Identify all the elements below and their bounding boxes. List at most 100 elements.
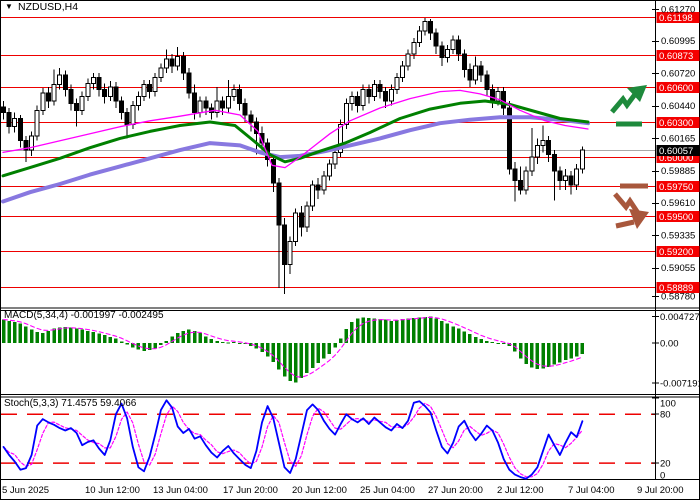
- candle: [495, 91, 501, 102]
- candle: [450, 39, 456, 51]
- svg-text:0.60057: 0.60057: [659, 146, 693, 157]
- macd-bar: [249, 343, 253, 346]
- macd-bar: [440, 320, 444, 343]
- svg-text:0.61198: 0.61198: [659, 13, 693, 24]
- time-axis[interactable]: 5 Jun 2025 10 Jun 12:00 13 Jun 04:00 17 Jun…: [2, 485, 683, 496]
- candle: [147, 84, 153, 93]
- candle: [456, 39, 462, 55]
- candle: [534, 144, 540, 158]
- macd-bar: [428, 316, 433, 343]
- candle: [377, 84, 383, 93]
- price-tag-red: [656, 82, 700, 93]
- macd-bar: [552, 343, 557, 365]
- candle: [276, 182, 282, 226]
- svg-text:0: 0: [660, 471, 665, 482]
- svg-text:0.60995: 0.60995: [661, 36, 695, 47]
- candle: [282, 224, 287, 266]
- macd-bar: [12, 321, 17, 343]
- svg-text:0.59885: 0.59885: [661, 166, 695, 177]
- trend-arrows[interactable]: [610, 85, 649, 229]
- macd-bar: [400, 319, 405, 343]
- svg-text:0.60165: 0.60165: [661, 133, 695, 144]
- moving-averages: [1, 89, 590, 204]
- candle: [343, 102, 349, 125]
- macd-bar: [159, 343, 163, 346]
- macd-bar: [372, 318, 377, 343]
- macd-indicator-label: MACD(5,34,4) -0.001997 -0.002495: [4, 310, 164, 321]
- candle: [529, 156, 535, 172]
- candle: [523, 170, 529, 191]
- candle: [237, 88, 243, 104]
- macd-bar: [322, 343, 326, 359]
- candle: [579, 149, 585, 170]
- candle: [113, 86, 119, 102]
- macd-bar: [232, 341, 236, 343]
- symbol-dropdown-icon[interactable]: ▼: [5, 2, 13, 11]
- candle: [85, 82, 91, 97]
- macd-bar: [97, 333, 101, 343]
- candle: [315, 184, 321, 191]
- macd-bar: [316, 343, 320, 364]
- macd-bar: [277, 343, 281, 370]
- macd-bar: [524, 343, 528, 365]
- svg-text:13 Jun 04:00: 13 Jun 04:00: [153, 485, 208, 496]
- candle: [411, 41, 417, 55]
- trend-down-arrow: [613, 183, 649, 229]
- candle: [34, 109, 40, 137]
- price-tag-red: [656, 12, 700, 23]
- svg-text:0.60873: 0.60873: [659, 51, 693, 62]
- macd-bar: [181, 330, 186, 343]
- candle: [388, 88, 394, 102]
- macd-bar: [462, 331, 467, 343]
- macd-bar: [507, 343, 512, 346]
- macd-bar: [226, 342, 231, 344]
- macd-bar: [108, 336, 113, 343]
- svg-text:0.60440: 0.60440: [661, 101, 695, 112]
- candle: [158, 67, 164, 79]
- macd-bar: [24, 326, 28, 343]
- candle: [546, 140, 552, 156]
- macd-bar: [293, 343, 298, 383]
- macd-bar: [125, 343, 129, 345]
- candle: [96, 77, 102, 90]
- candle: [321, 175, 327, 191]
- price-tag-red: [656, 50, 700, 61]
- svg-text:100: 100: [660, 399, 676, 410]
- candle: [444, 49, 450, 59]
- candle: [310, 184, 316, 207]
- svg-text:5 Jun 2025: 5 Jun 2025: [2, 485, 49, 496]
- svg-text:0.59610: 0.59610: [661, 198, 695, 209]
- macd-bar: [220, 341, 225, 343]
- macd-bar: [355, 318, 360, 343]
- macd-panel: 0.004727 0.00 -0.007191: [1, 312, 700, 389]
- candle: [29, 135, 35, 151]
- macd-bar: [367, 317, 371, 343]
- svg-text:0.59500: 0.59500: [659, 212, 693, 223]
- macd-bar: [473, 336, 478, 343]
- macd-bar: [563, 343, 568, 361]
- candle: [518, 179, 524, 191]
- macd-bar: [541, 343, 545, 369]
- svg-text:80: 80: [660, 410, 671, 421]
- macd-bar: [451, 326, 455, 343]
- candle: [23, 140, 29, 151]
- macd-bar: [327, 343, 332, 355]
- candle: [332, 151, 338, 165]
- candle: [248, 114, 254, 123]
- candle: [68, 88, 74, 104]
- macd-bar: [243, 343, 247, 345]
- macd-bar: [378, 319, 382, 343]
- macd-bar: [147, 343, 152, 351]
- svg-text:0.59335: 0.59335: [661, 230, 695, 241]
- candle: [220, 100, 226, 109]
- candle: [467, 68, 473, 81]
- svg-text:2 Jul 12:00: 2 Jul 12:00: [497, 485, 543, 496]
- candle: [461, 53, 467, 70]
- candle: [45, 92, 51, 102]
- candle: [506, 107, 512, 170]
- macd-bar: [417, 317, 422, 343]
- candle: [563, 175, 568, 181]
